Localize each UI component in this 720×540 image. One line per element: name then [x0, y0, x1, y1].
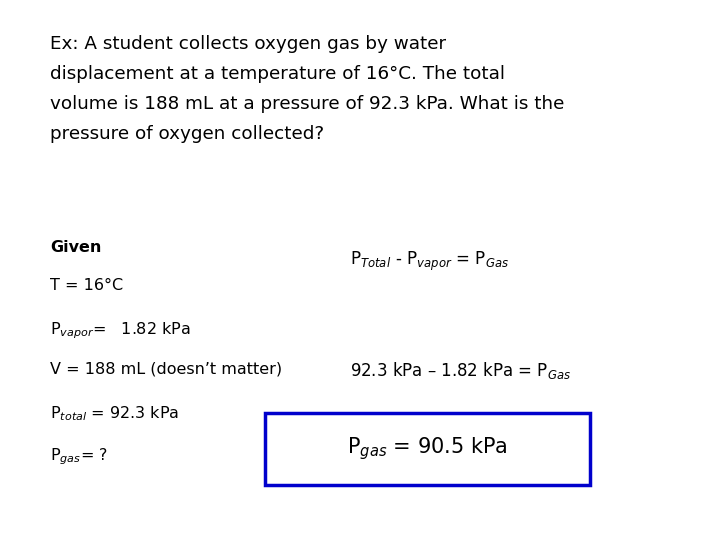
- Text: P$_{vapor}$=   1.82 kPa: P$_{vapor}$= 1.82 kPa: [50, 320, 191, 341]
- Text: Ex: A student collects oxygen gas by water: Ex: A student collects oxygen gas by wat…: [50, 35, 446, 53]
- Text: P$_{total}$ = 92.3 kPa: P$_{total}$ = 92.3 kPa: [50, 404, 179, 423]
- Text: P$_{Total}$ - P$_{vapor}$ = P$_{Gas}$: P$_{Total}$ - P$_{vapor}$ = P$_{Gas}$: [350, 250, 509, 273]
- Text: displacement at a temperature of 16°C. The total: displacement at a temperature of 16°C. T…: [50, 65, 505, 83]
- Text: P$_{gas}$= ?: P$_{gas}$= ?: [50, 446, 108, 467]
- Text: pressure of oxygen collected?: pressure of oxygen collected?: [50, 125, 324, 143]
- Text: V = 188 mL (doesn’t matter): V = 188 mL (doesn’t matter): [50, 362, 282, 377]
- Text: T = 16°C: T = 16°C: [50, 278, 123, 293]
- Text: volume is 188 mL at a pressure of 92.3 kPa. What is the: volume is 188 mL at a pressure of 92.3 k…: [50, 95, 564, 113]
- Text: P$_{gas}$ = 90.5 kPa: P$_{gas}$ = 90.5 kPa: [347, 436, 508, 462]
- Text: Given: Given: [50, 240, 102, 255]
- Text: 92.3 kPa – 1.82 kPa = P$_{Gas}$: 92.3 kPa – 1.82 kPa = P$_{Gas}$: [350, 360, 571, 381]
- FancyBboxPatch shape: [265, 413, 590, 485]
